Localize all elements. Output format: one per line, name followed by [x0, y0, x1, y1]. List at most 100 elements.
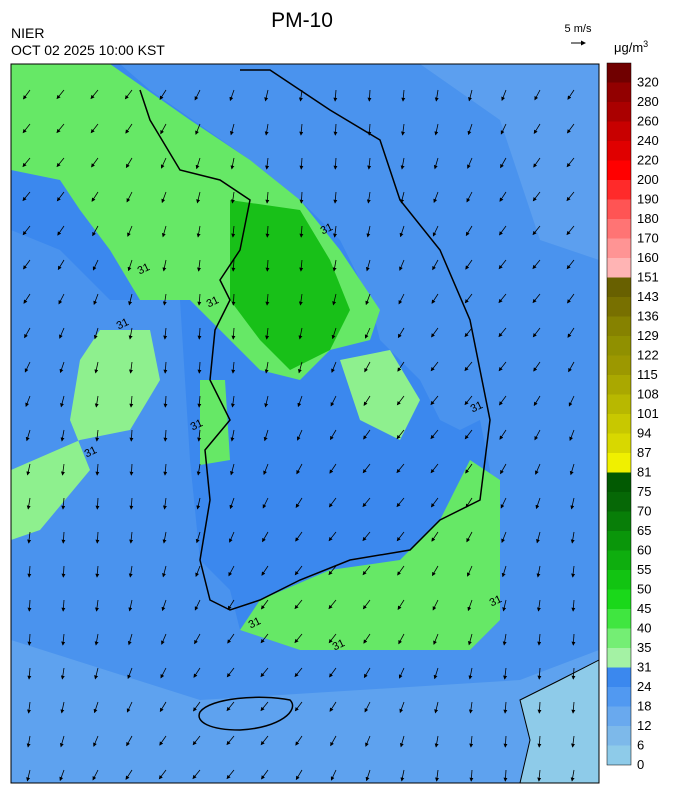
timestamp: OCT 02 2025 10:00 KST — [11, 42, 165, 58]
wind-arrow — [231, 361, 236, 374]
wind-arrow — [362, 463, 371, 474]
wind-arrow — [229, 89, 235, 102]
wind-arrow — [396, 463, 405, 474]
wind-arrow — [163, 395, 168, 408]
wind-arrow — [567, 327, 575, 338]
wind-arrow — [125, 769, 133, 780]
wind-arrow — [396, 497, 405, 508]
wind-arrow — [195, 123, 201, 135]
wind-arrow — [365, 735, 371, 747]
legend-label: 81 — [637, 465, 651, 480]
wind-arrow — [93, 701, 99, 714]
wind-arrow — [298, 293, 303, 306]
wind-arrow — [197, 361, 202, 374]
wind-arrow — [263, 429, 269, 442]
wind-arrow — [226, 769, 235, 780]
wind-arrow — [231, 259, 236, 272]
wind-arrow — [26, 463, 31, 476]
legend-swatch — [607, 726, 631, 746]
wind-arrow — [264, 395, 269, 408]
wind-arrow — [197, 259, 202, 272]
wind-arrow — [56, 157, 65, 168]
wind-arrow — [260, 599, 269, 610]
legend-label: 55 — [637, 562, 651, 577]
wind-arrow — [196, 225, 201, 238]
legend-label: 70 — [637, 504, 651, 519]
wind-arrow — [362, 565, 371, 576]
wind-arrow — [60, 463, 65, 476]
wind-arrow — [333, 191, 338, 204]
wind-arrow — [398, 633, 405, 645]
contour-label: 31 — [136, 261, 152, 277]
wind-arrow — [532, 327, 541, 338]
island — [198, 696, 294, 731]
wind-arrow — [430, 395, 439, 406]
wind-arrow — [129, 463, 134, 476]
wind-arrow — [431, 293, 439, 304]
wind-arrow — [432, 599, 439, 611]
legend-label: 115 — [637, 367, 658, 382]
legend-swatch — [607, 199, 631, 219]
legend-frame — [606, 62, 632, 766]
wind-arrow — [533, 361, 541, 372]
legend-label: 18 — [637, 699, 651, 714]
wind-arrow — [160, 157, 167, 169]
wind-arrow — [430, 361, 439, 372]
wind-arrow — [162, 565, 167, 578]
contour-label: 31 — [469, 399, 485, 415]
wind-arrow — [434, 89, 439, 102]
wind-arrow — [128, 599, 133, 612]
wind-arrow — [294, 565, 303, 576]
wind-arrow — [535, 497, 541, 510]
wind-arrow — [431, 531, 439, 542]
pm-35 — [200, 380, 230, 465]
wind-arrow — [570, 497, 575, 510]
wind-arrow — [328, 599, 337, 610]
wind-arrow — [22, 225, 31, 236]
wind-arrow — [569, 429, 575, 442]
wind-arrow — [299, 191, 304, 204]
wind-arrow — [366, 225, 371, 238]
pm-31 — [340, 350, 420, 440]
legend-label: 280 — [637, 94, 659, 109]
wind-arrow — [60, 701, 65, 714]
legend-swatch — [607, 648, 631, 668]
legend-swatch — [607, 258, 631, 278]
legend-swatch — [607, 706, 631, 726]
legend-swatch — [607, 589, 631, 609]
wind-arrow — [567, 293, 575, 304]
wind-arrow — [466, 191, 473, 203]
wind-arrow — [93, 735, 99, 747]
wind-arrow — [532, 191, 541, 202]
legend-label: 260 — [637, 114, 659, 129]
legend-label: 320 — [637, 75, 659, 90]
wind-arrow — [296, 429, 303, 441]
wind-arrow — [569, 463, 575, 476]
wind-arrow — [299, 225, 304, 238]
wind-arrow — [56, 89, 65, 100]
wind-arrow — [566, 225, 575, 236]
wind-arrow — [329, 701, 337, 712]
legend-swatch — [607, 667, 631, 687]
wind-arrow — [294, 599, 303, 610]
wind-arrow — [500, 123, 507, 135]
wind-arrow — [227, 599, 235, 611]
wind-arrow — [537, 701, 542, 714]
wind-arrow — [94, 395, 99, 408]
contour-label: 31 — [331, 637, 347, 653]
wind-arrow — [567, 89, 575, 100]
wind-arrow — [498, 395, 507, 406]
wind-arrow — [498, 293, 507, 304]
wind-arrow — [24, 361, 31, 373]
wind-arrow — [265, 259, 270, 272]
wind-arrow — [92, 769, 99, 781]
wind-arrow — [25, 395, 31, 407]
wind-arrow — [231, 327, 236, 340]
wind-arrow — [534, 429, 541, 441]
wind-arrow — [229, 497, 235, 510]
wind-arrow — [229, 123, 235, 136]
wind-arrow — [61, 633, 66, 646]
legend-swatch — [607, 180, 631, 200]
legend-label: 31 — [637, 660, 651, 675]
wind-arrow — [162, 531, 167, 544]
